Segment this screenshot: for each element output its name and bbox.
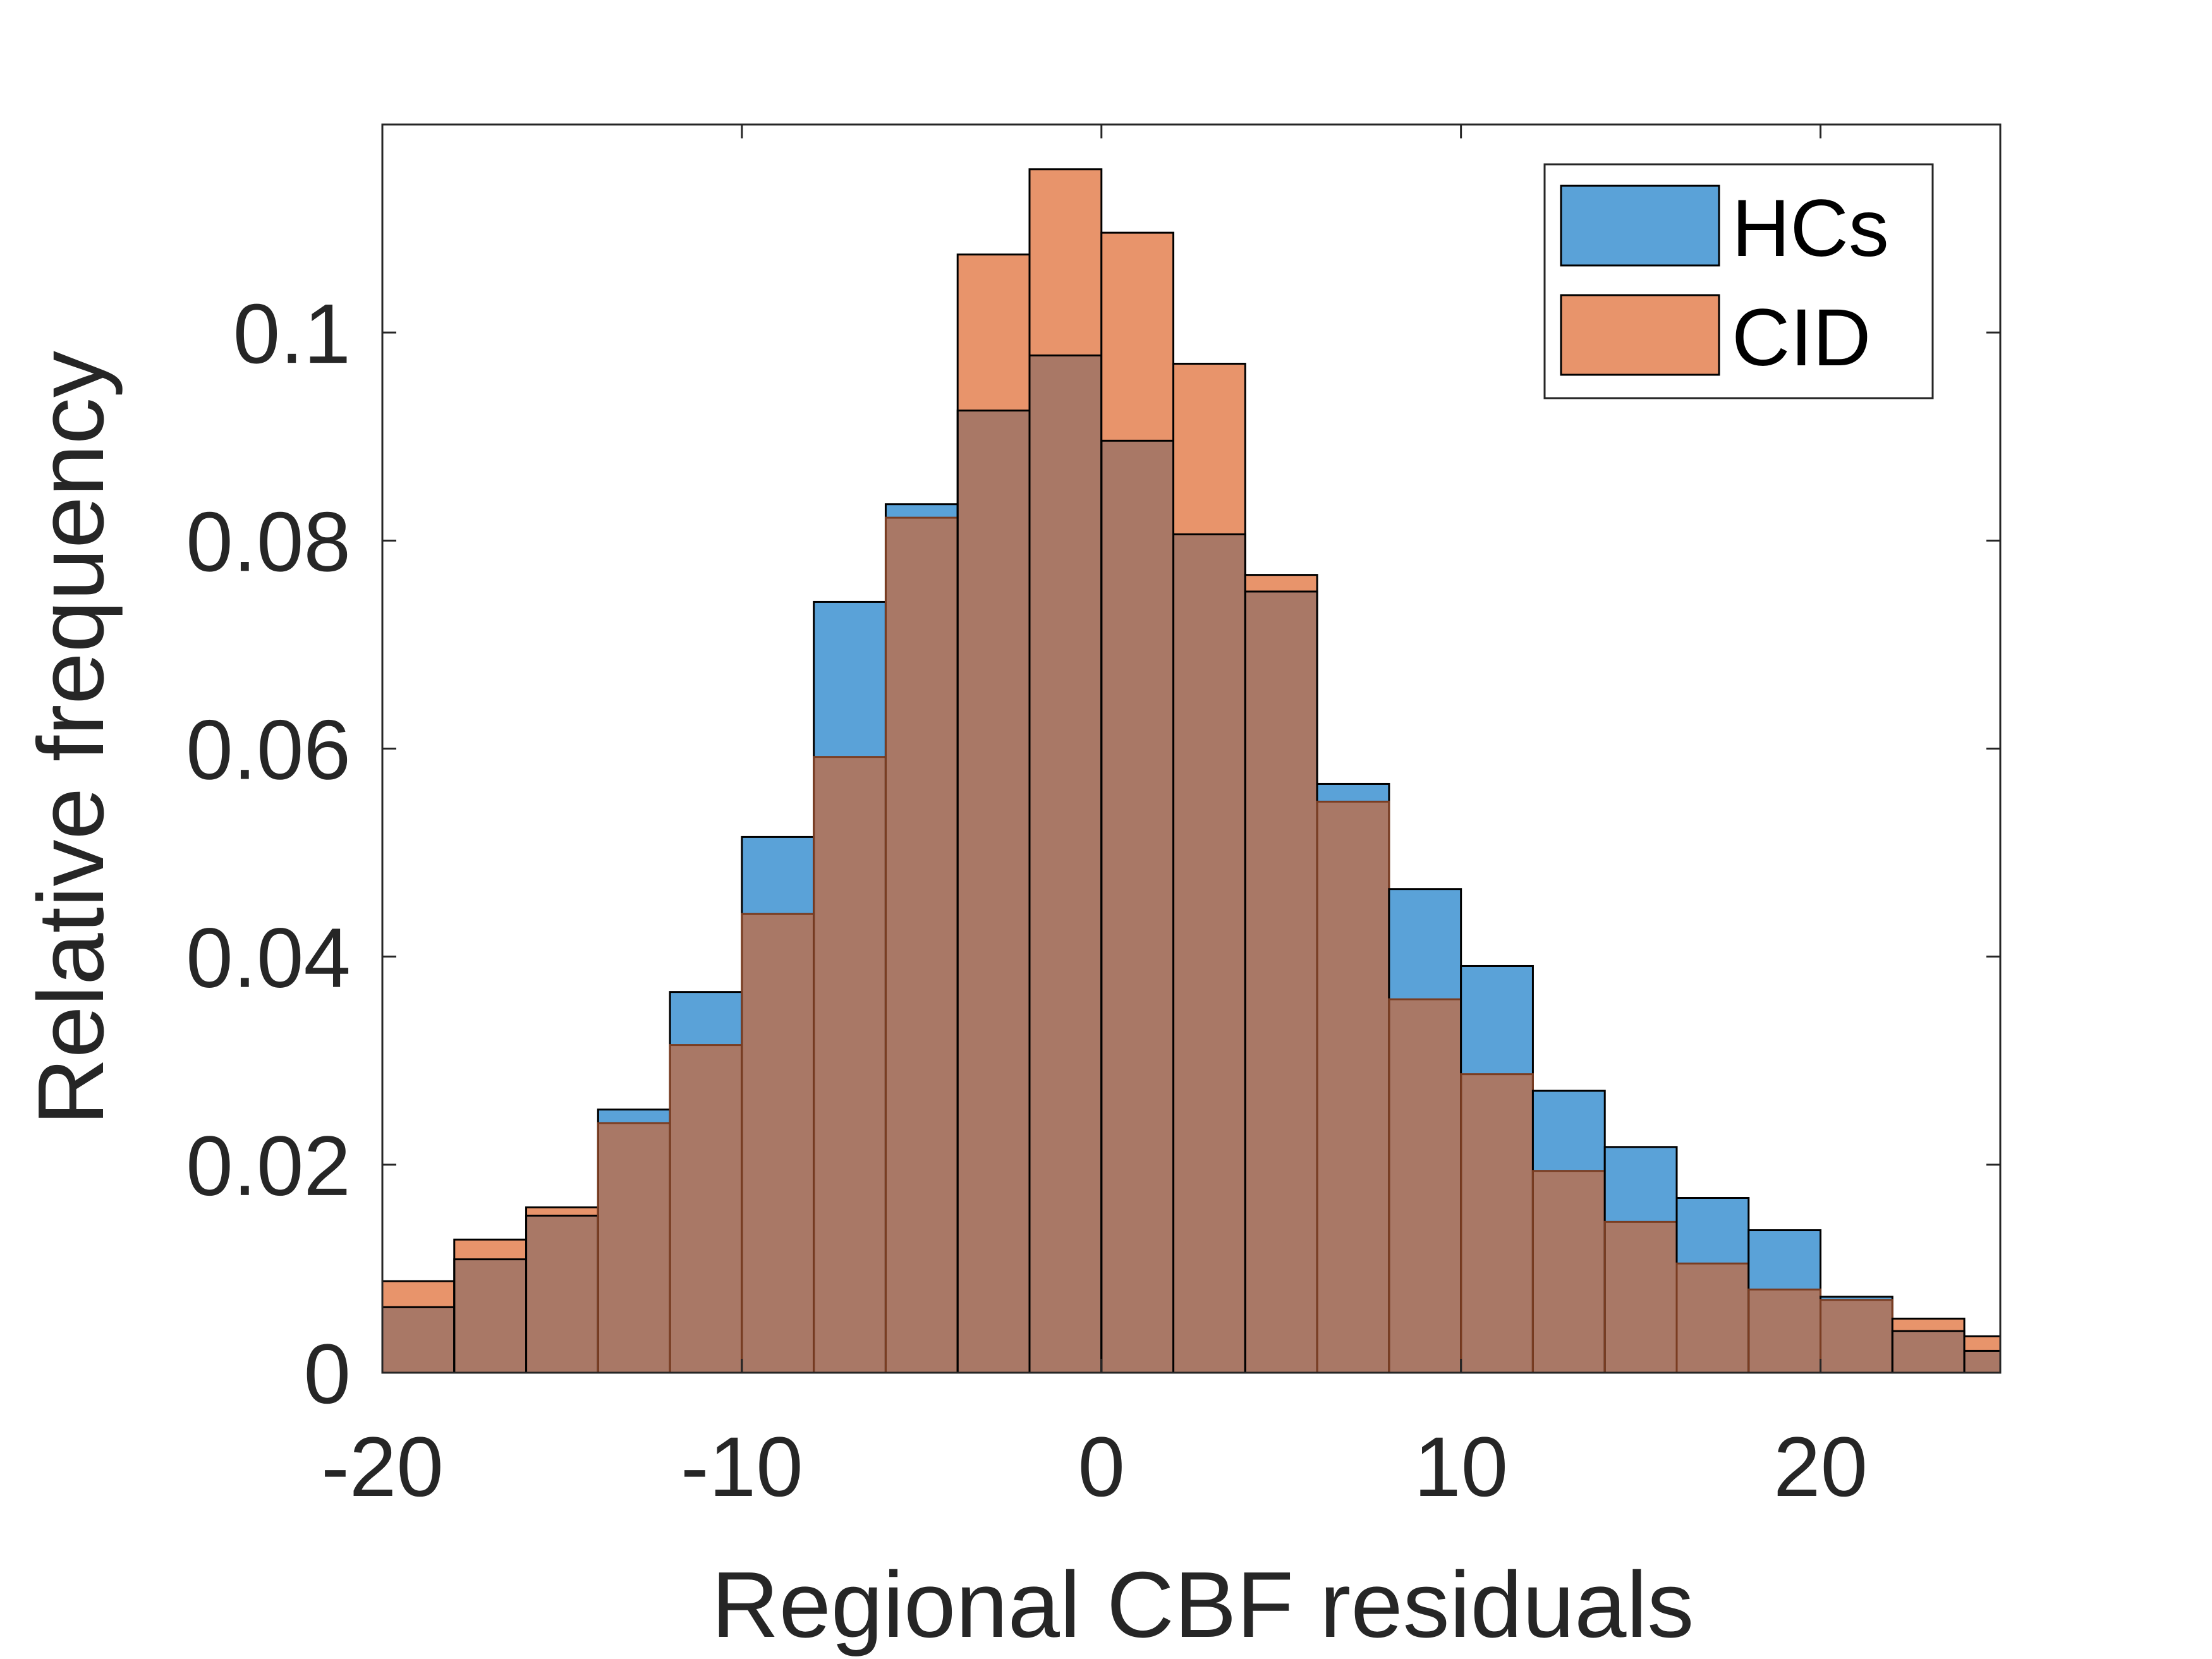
- x-tick-label: 20: [1773, 1420, 1868, 1514]
- bar-overlap-2: [526, 1215, 599, 1373]
- bar-hcs-excess-3: [598, 1109, 671, 1123]
- bar-overlap-14: [1389, 999, 1461, 1373]
- x-tick-label: 10: [1414, 1420, 1508, 1514]
- bar-cid-excess-8: [957, 254, 1030, 411]
- bar-overlap-22: [1964, 1351, 2000, 1373]
- y-tick-label: 0.06: [186, 703, 351, 798]
- bar-hcs-excess-7: [885, 504, 958, 518]
- bar-cid-excess-21: [1892, 1318, 1965, 1332]
- bar-overlap-3: [598, 1123, 671, 1373]
- x-axis-title: Regional CBF residuals: [712, 1553, 1694, 1657]
- bar-overlap-0: [382, 1307, 454, 1373]
- legend-label-hcs: HCs: [1732, 183, 1889, 274]
- bar-overlap-10: [1101, 441, 1174, 1373]
- y-tick-label: 0.02: [186, 1119, 351, 1213]
- bar-overlap-19: [1748, 1289, 1821, 1373]
- y-axis-title: Relative frequency: [19, 351, 123, 1126]
- bar-hcs-excess-19: [1748, 1230, 1821, 1290]
- legend: HCs CID: [1543, 163, 1934, 399]
- bar-hcs-excess-20: [1820, 1296, 1893, 1300]
- bar-hcs-excess-14: [1389, 889, 1461, 1000]
- axis-ticks: -20 -10 0 10 20 0 0.02 0.04 0.06 0.08 0.1: [186, 125, 2000, 1514]
- bar-overlap-5: [741, 914, 814, 1373]
- y-tick-label: 0.04: [186, 911, 351, 1006]
- bar-hcs-excess-5: [741, 837, 814, 915]
- bar-hcs-excess-6: [813, 602, 886, 757]
- bar-overlap-8: [957, 410, 1030, 1373]
- bar-cid-excess-9: [1030, 169, 1102, 356]
- bar-cid-excess-10: [1101, 233, 1174, 441]
- bar-overlap-21: [1892, 1331, 1965, 1373]
- legend-swatch-hcs: [1560, 185, 1720, 267]
- bar-cid-excess-0: [382, 1281, 454, 1308]
- bar-cid-excess-11: [1173, 363, 1246, 535]
- bar-overlap-18: [1677, 1263, 1749, 1373]
- bar-hcs-excess-16: [1533, 1090, 1605, 1171]
- x-tick-label: -10: [681, 1420, 803, 1514]
- bar-hcs-excess-4: [670, 992, 742, 1045]
- x-tick-label: -20: [321, 1420, 444, 1514]
- bar-overlap-7: [885, 518, 958, 1373]
- bar-hcs-excess-17: [1605, 1146, 1677, 1222]
- legend-swatch-cid: [1560, 294, 1720, 376]
- bar-overlap-6: [813, 757, 886, 1373]
- bar-overlap-1: [454, 1259, 526, 1373]
- bar-overlap-13: [1317, 801, 1389, 1373]
- histogram-bars: [381, 168, 2002, 1374]
- bar-cid-excess-2: [526, 1207, 599, 1216]
- bar-cid-excess-1: [454, 1239, 526, 1260]
- bar-overlap-4: [670, 1045, 742, 1373]
- bar-overlap-17: [1605, 1222, 1677, 1373]
- y-tick-label: 0.08: [186, 495, 351, 589]
- bar-overlap-9: [1030, 355, 1102, 1373]
- bar-overlap-16: [1533, 1170, 1605, 1373]
- bar-overlap-15: [1461, 1074, 1533, 1373]
- x-tick-label: 0: [1078, 1420, 1126, 1514]
- y-tick-label: 0.1: [233, 287, 351, 381]
- legend-label-cid: CID: [1732, 293, 1871, 383]
- bar-cid-excess-22: [1964, 1336, 2000, 1351]
- bar-hcs-excess-15: [1461, 966, 1533, 1074]
- bar-hcs-excess-18: [1677, 1198, 1749, 1264]
- bar-cid-excess-12: [1245, 574, 1318, 592]
- bar-overlap-11: [1173, 534, 1246, 1373]
- bar-hcs-excess-13: [1317, 784, 1389, 802]
- bar-overlap-12: [1245, 591, 1318, 1373]
- y-tick-label: 0: [303, 1327, 351, 1421]
- bar-overlap-20: [1820, 1299, 1893, 1373]
